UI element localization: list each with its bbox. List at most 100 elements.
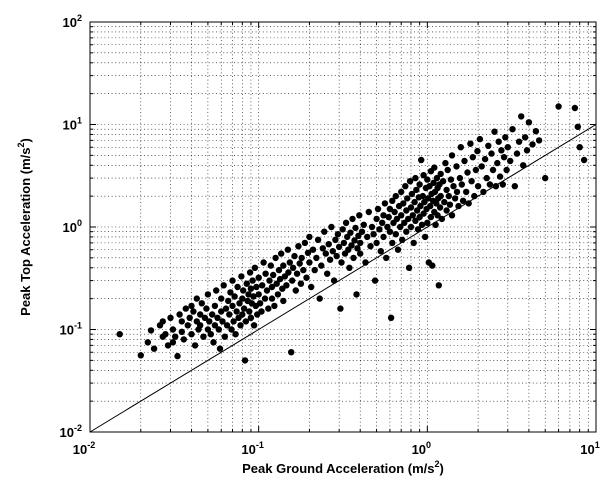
data-point <box>507 157 514 165</box>
data-point <box>289 277 296 284</box>
data-point <box>465 200 472 207</box>
data-point <box>413 207 421 214</box>
data-point <box>365 208 372 216</box>
data-point <box>144 339 151 346</box>
data-point <box>330 277 338 284</box>
x-tick-label-base: 10 <box>241 442 255 457</box>
data-point <box>419 192 426 200</box>
data-point <box>431 164 438 171</box>
data-point <box>311 266 318 274</box>
data-point <box>376 226 383 233</box>
data-points <box>116 103 588 364</box>
data-point <box>234 283 241 291</box>
data-point <box>414 226 422 233</box>
data-point <box>373 215 380 223</box>
data-point <box>243 280 250 287</box>
y-tick-label-base: 10 <box>63 118 77 133</box>
data-point <box>250 293 257 300</box>
data-point <box>167 314 174 321</box>
data-point <box>402 183 409 190</box>
data-point <box>191 342 199 349</box>
data-point <box>416 181 423 188</box>
data-point <box>272 254 279 262</box>
data-point <box>461 157 468 165</box>
data-point <box>184 322 191 329</box>
data-point <box>400 200 407 207</box>
data-point <box>178 318 185 325</box>
data-point <box>342 219 350 226</box>
data-point <box>474 147 481 155</box>
data-point <box>296 260 303 267</box>
data-point <box>333 252 340 260</box>
data-point <box>443 186 450 194</box>
data-point <box>392 231 399 238</box>
y-tick-label-base: 10 <box>63 220 77 235</box>
data-point <box>418 156 425 164</box>
data-point <box>360 221 367 228</box>
data-point <box>529 141 536 148</box>
data-point <box>463 188 470 196</box>
data-point <box>261 295 269 302</box>
data-point <box>201 314 209 321</box>
data-point <box>275 266 283 274</box>
data-point <box>188 302 195 310</box>
data-point <box>249 277 256 284</box>
data-point <box>370 231 377 238</box>
data-point <box>230 318 237 325</box>
data-point <box>346 264 353 271</box>
data-point <box>259 282 266 289</box>
data-point <box>225 297 232 305</box>
data-point <box>424 219 431 226</box>
data-point <box>267 262 274 269</box>
data-point <box>405 264 413 271</box>
data-point <box>313 254 320 262</box>
data-point <box>258 308 265 315</box>
data-point <box>411 198 418 206</box>
data-point <box>237 322 244 329</box>
x-tick-label-exponent: 1 <box>595 440 600 450</box>
data-point <box>214 314 221 321</box>
data-point <box>304 249 312 256</box>
data-point <box>137 352 144 359</box>
data-point <box>276 275 284 283</box>
data-point <box>397 223 404 231</box>
data-point <box>373 239 380 247</box>
data-point <box>433 200 440 207</box>
data-point <box>229 302 236 310</box>
data-point <box>509 126 516 133</box>
y-tick-label-exponent: 2 <box>77 13 82 23</box>
data-point <box>278 250 285 257</box>
x-axis-label-sup: 2 <box>435 459 440 469</box>
data-point <box>337 305 344 312</box>
data-point <box>453 163 460 170</box>
y-tick-label: 100 <box>63 218 82 235</box>
data-point <box>434 212 441 219</box>
data-point <box>377 248 384 255</box>
data-point <box>321 228 328 235</box>
data-point <box>263 287 271 294</box>
data-point <box>247 285 255 292</box>
data-point <box>164 342 172 349</box>
data-point <box>511 183 518 190</box>
data-point <box>273 280 280 287</box>
data-point <box>250 322 258 329</box>
data-point <box>399 236 406 243</box>
y-tick-label: 10-2 <box>60 423 82 440</box>
data-point <box>280 262 287 269</box>
data-point <box>332 236 339 243</box>
data-point <box>394 246 402 253</box>
data-point <box>280 297 287 305</box>
data-point <box>188 331 195 338</box>
data-point <box>147 327 155 334</box>
data-point <box>253 283 260 291</box>
data-point <box>297 280 305 287</box>
data-point <box>489 166 497 174</box>
data-point <box>387 314 395 321</box>
data-point <box>239 295 246 302</box>
data-point <box>492 183 500 190</box>
y-tick-label: 102 <box>63 13 82 30</box>
x-tick-label-exponent: 0 <box>426 440 431 450</box>
x-tick-label-base: 10 <box>412 442 426 457</box>
data-point <box>555 103 562 110</box>
data-point <box>233 308 240 315</box>
